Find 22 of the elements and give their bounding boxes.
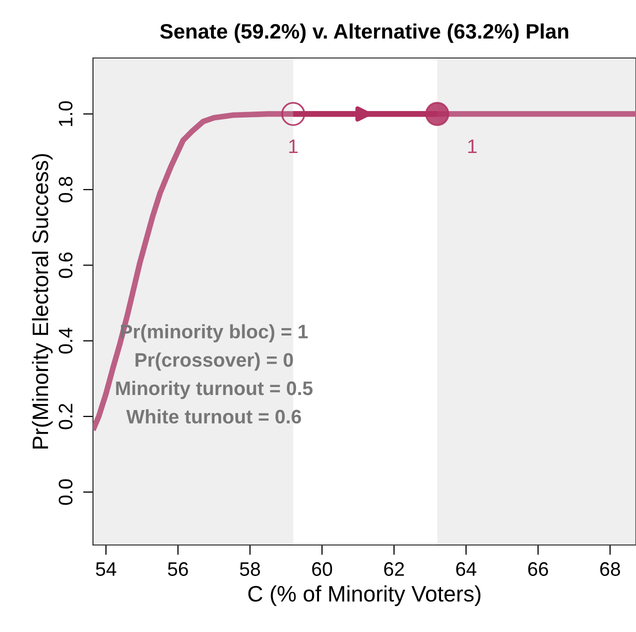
x-tick-label: 62 <box>384 562 404 576</box>
y-tick-label: 0.2 <box>58 404 72 430</box>
data-label: 1 <box>468 140 477 154</box>
x-tick-label: 56 <box>168 562 188 576</box>
y-tick-label: 0.8 <box>58 176 72 202</box>
y-tick-label: 0.6 <box>58 252 72 278</box>
annotation: Pr(crossover) = 0 <box>136 352 293 371</box>
y-axis-title: Pr(Minority Electoral Success) <box>32 154 53 448</box>
annotation: White turnout = 0.6 <box>126 409 302 424</box>
y-tick-label: 0.0 <box>58 479 72 505</box>
x-tick-label: 68 <box>600 562 620 576</box>
y-tick-label: 1.0 <box>58 101 72 126</box>
x-axis-title: C (% of Minority Voters) <box>248 585 480 606</box>
x-tick-label: 64 <box>456 562 476 576</box>
x-tick-label: 54 <box>96 562 116 576</box>
x-tick-label: 60 <box>312 562 332 576</box>
annotation: Minority turnout = 0.5 <box>116 380 313 400</box>
y-tick-label: 0.4 <box>58 328 72 354</box>
chart-title: Senate (59.2%) v. Alternative (63.2%) Plan <box>160 23 568 43</box>
x-tick-label: 66 <box>528 562 548 576</box>
x-tick-label: 58 <box>240 562 260 576</box>
data-label: 1 <box>289 140 298 154</box>
